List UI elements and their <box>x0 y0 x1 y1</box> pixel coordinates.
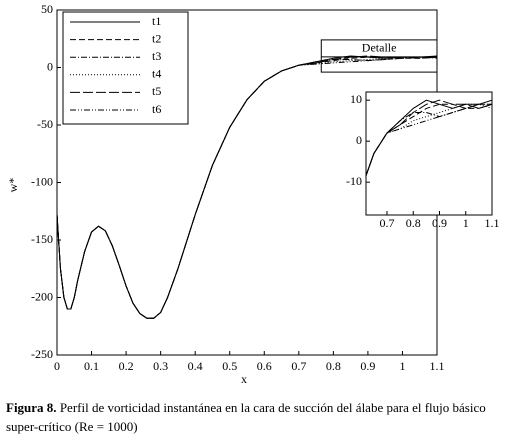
x-tick-label: 1 <box>399 359 405 373</box>
legend-label: t4 <box>152 67 161 81</box>
annotation: Detalle <box>362 41 397 55</box>
x-tick-label: 0.7 <box>291 359 306 373</box>
y-axis-label: w* <box>6 178 20 193</box>
detail-box <box>320 39 438 73</box>
x-tick-label: 0 <box>54 359 60 373</box>
caption-text: Perfil de vorticidad instantánea en la c… <box>6 400 486 434</box>
inset-x-tick-label: 0.8 <box>406 216 421 230</box>
x-tick-label: 1.1 <box>430 359 445 373</box>
legend-label: t2 <box>152 31 161 45</box>
y-tick-label: 50 <box>41 2 53 16</box>
y-tick-label: 0 <box>47 59 53 73</box>
inset-y-tick-label: 10 <box>350 92 362 106</box>
series-line <box>56 56 437 319</box>
x-axis-label: x <box>241 372 247 386</box>
inset-x-tick-label: 0.7 <box>380 216 395 230</box>
legend-label: t1 <box>152 14 161 28</box>
x-tick-label: 0.4 <box>188 359 203 373</box>
y-tick-label: -200 <box>31 289 53 303</box>
caption-label: Figura 8. <box>6 400 57 415</box>
legend-label: t3 <box>152 49 161 63</box>
y-tick-label: -250 <box>31 347 53 361</box>
legend-label: t5 <box>152 84 161 98</box>
series-line <box>56 56 438 319</box>
inset-x-tick-label: 1.1 <box>485 216 500 230</box>
inset-x-tick-label: 0.9 <box>432 216 447 230</box>
y-tick-label: -50 <box>37 117 53 131</box>
x-tick-label: 0.8 <box>326 359 341 373</box>
y-tick-label: -100 <box>31 174 53 188</box>
x-tick-label: 0.2 <box>119 359 134 373</box>
x-tick-label: 0.9 <box>360 359 375 373</box>
x-tick-label: 0.1 <box>84 359 99 373</box>
inset-x-tick-label: 1 <box>463 216 469 230</box>
inset-bg <box>366 92 492 215</box>
chart: x w* 0 0.1 0.2 0.3 0.4 0.5 0.6 0.7 0.8 0.9 1 1.1 -25… <box>6 2 500 386</box>
inset-y-tick-label: -10 <box>346 174 362 188</box>
caption: Figura 8. Perfil de vorticidad instantán… <box>6 398 501 436</box>
inset-series-line <box>366 99 492 178</box>
x-tick-label: 0.6 <box>257 359 272 373</box>
y-tick-label: -150 <box>31 232 53 246</box>
legend-box <box>62 11 189 125</box>
x-tick-label: 0.5 <box>222 359 237 373</box>
legend-label: t6 <box>152 102 161 116</box>
inset-y-tick-label: 0 <box>356 133 362 147</box>
x-tick-label: 0.3 <box>153 359 168 373</box>
inset-frame <box>365 91 493 216</box>
